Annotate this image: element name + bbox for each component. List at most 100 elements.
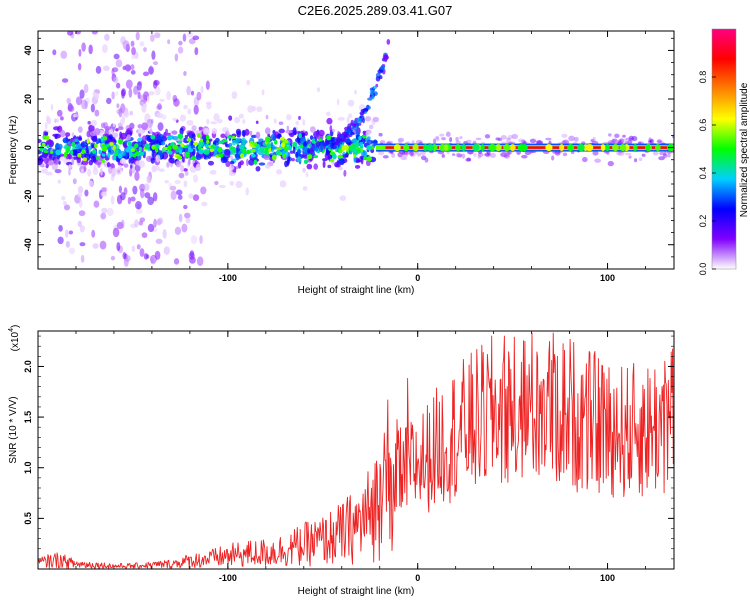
- heat-cell: [101, 158, 105, 163]
- heat-cell: [50, 150, 54, 155]
- heat-cell: [295, 151, 299, 159]
- heat-cell: [157, 103, 162, 110]
- heat-cell: [298, 133, 302, 139]
- heat-cell: [337, 159, 345, 165]
- heat-cell: [500, 135, 507, 140]
- heat-cell: [115, 59, 123, 68]
- heat-cell: [141, 232, 148, 239]
- heat-cell: [141, 122, 149, 131]
- heat-cell: [213, 113, 220, 122]
- heat-cell: [79, 89, 85, 99]
- heat-cell: [76, 156, 81, 164]
- heat-cell: [127, 141, 132, 146]
- heat-cell: [102, 136, 108, 141]
- heat-cell: [183, 204, 188, 210]
- heat-cell: [239, 160, 244, 166]
- heat-cell: [309, 147, 315, 153]
- heat-cell: [355, 159, 362, 163]
- heat-cell: [441, 137, 446, 141]
- heat-cell: [393, 144, 401, 152]
- heat-cell: [241, 137, 246, 145]
- heat-cell: [119, 159, 124, 164]
- y-tick-label: 1.0: [23, 461, 33, 474]
- heat-cell: [135, 200, 142, 210]
- heat-cell: [72, 113, 78, 118]
- y-tick-label: 40: [23, 45, 33, 55]
- heat-cell: [118, 107, 123, 118]
- heat-cell: [54, 133, 61, 139]
- heat-cell: [193, 142, 199, 146]
- heat-cell: [130, 40, 135, 47]
- heat-cell: [38, 138, 42, 144]
- y-tick-label: -20: [23, 190, 33, 203]
- heat-cell: [631, 135, 638, 142]
- heat-cell: [150, 157, 155, 164]
- heat-cell: [110, 255, 116, 261]
- heat-cell: [426, 144, 435, 152]
- heat-cell: [296, 156, 302, 163]
- heat-cell: [111, 68, 115, 76]
- heat-cell: [480, 144, 485, 152]
- heat-cell: [292, 146, 296, 155]
- spectrogram-x-ticks: -100 0 100: [37, 31, 646, 283]
- heat-cell: [375, 76, 381, 82]
- heat-cell: [497, 137, 503, 142]
- heat-cell: [137, 91, 141, 100]
- spectrogram-y-ticks: -40 -20 0 20 40: [23, 37, 674, 258]
- spectrogram-panel: -100 0 100 -40 -20 0 20 40 Height of straight …: [8, 30, 675, 296]
- multiplier-exponent: 4: [8, 328, 15, 332]
- heat-cell: [339, 149, 343, 154]
- heat-cell: [110, 195, 115, 205]
- heat-cell: [126, 145, 132, 152]
- heat-cell: [439, 133, 445, 137]
- heat-cell: [153, 79, 160, 86]
- heat-cell: [397, 151, 403, 158]
- heat-cell: [157, 122, 164, 131]
- heat-cell: [326, 117, 333, 125]
- heat-cell: [231, 139, 237, 146]
- heat-cell: [279, 180, 287, 188]
- heat-cell: [365, 130, 371, 136]
- heat-cell: [111, 167, 115, 172]
- heat-cell: [190, 90, 195, 96]
- heat-cell: [175, 189, 183, 196]
- heat-cell: [258, 162, 266, 166]
- heat-cell: [582, 156, 588, 163]
- heat-cell: [139, 217, 146, 223]
- spectrogram-frame: [37, 30, 675, 270]
- heat-cell: [307, 147, 311, 154]
- heat-cell: [68, 164, 72, 169]
- heat-cell: [206, 102, 212, 110]
- heat-cell: [231, 91, 238, 100]
- heat-cell: [170, 190, 177, 201]
- heat-cell: [184, 170, 189, 176]
- heat-cell: [79, 225, 85, 233]
- heat-cell: [137, 124, 143, 129]
- heat-cell: [101, 153, 106, 157]
- heat-cell: [195, 163, 201, 172]
- heat-cell: [255, 166, 261, 172]
- heat-cell: [172, 144, 178, 150]
- heat-cell: [111, 132, 119, 138]
- heat-cell: [501, 151, 508, 156]
- heat-cell: [106, 144, 110, 148]
- heat-cell: [130, 158, 135, 164]
- heat-cell: [194, 47, 199, 56]
- heat-cell: [93, 200, 100, 208]
- heat-cell: [96, 156, 100, 161]
- heat-cell: [188, 193, 194, 199]
- heat-cell: [91, 229, 96, 238]
- heat-cell: [71, 142, 76, 148]
- heat-cell: [465, 158, 472, 162]
- heat-cell: [106, 207, 114, 217]
- heat-cell: [177, 194, 183, 200]
- heat-cell: [286, 159, 290, 167]
- heat-cell: [196, 256, 204, 267]
- heat-cell: [264, 136, 271, 143]
- heat-cell: [205, 80, 210, 90]
- heat-cell: [46, 144, 50, 148]
- heat-cell: [398, 139, 403, 145]
- heat-cell: [380, 64, 386, 71]
- heat-cell: [249, 130, 253, 136]
- heat-cell: [261, 89, 265, 96]
